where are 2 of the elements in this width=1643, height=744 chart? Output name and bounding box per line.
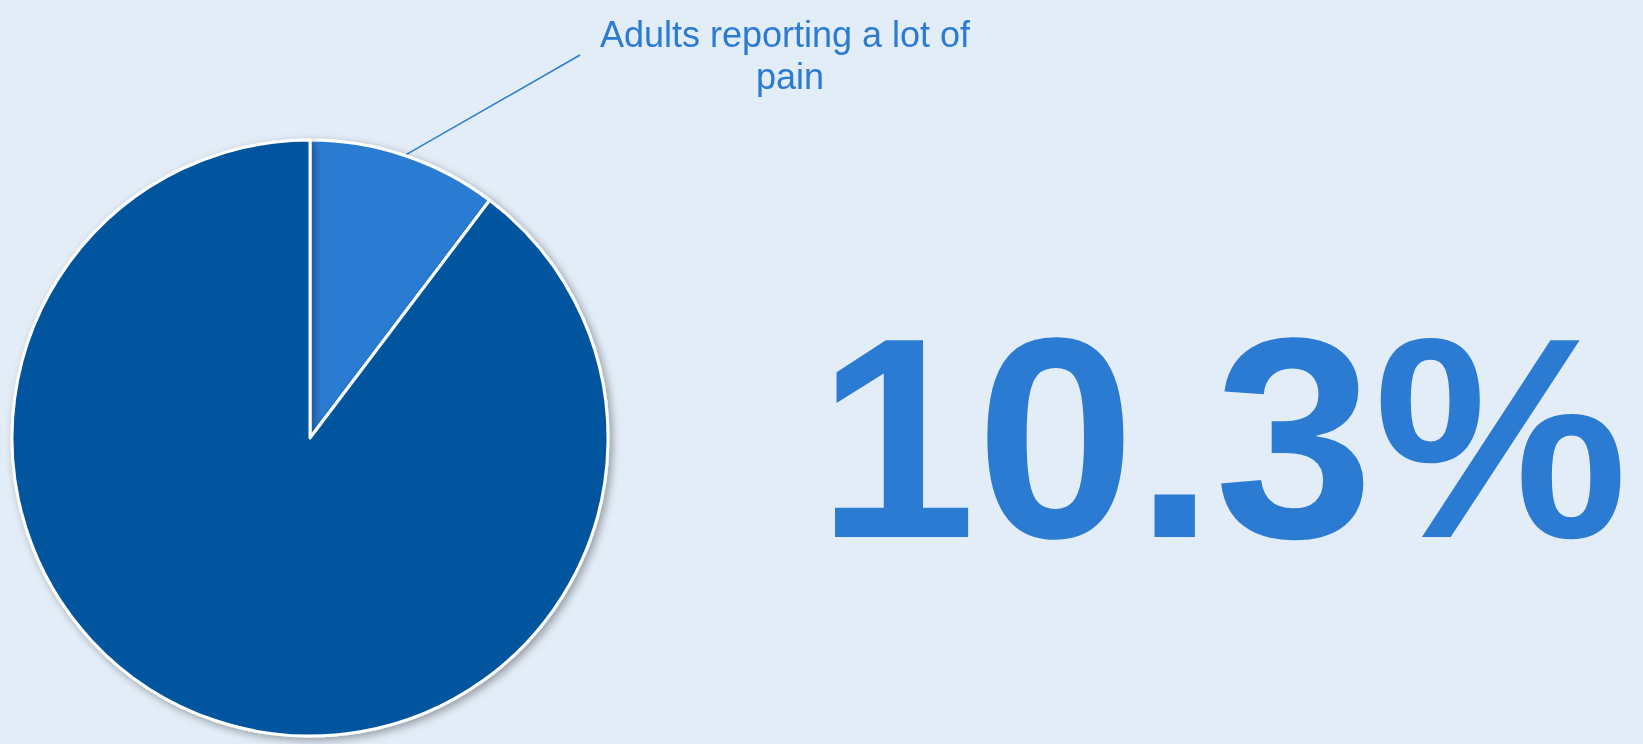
text: 10.3% bbox=[817, 278, 1628, 598]
slice-label: Adults reporting a lot of pain bbox=[599, 13, 981, 97]
